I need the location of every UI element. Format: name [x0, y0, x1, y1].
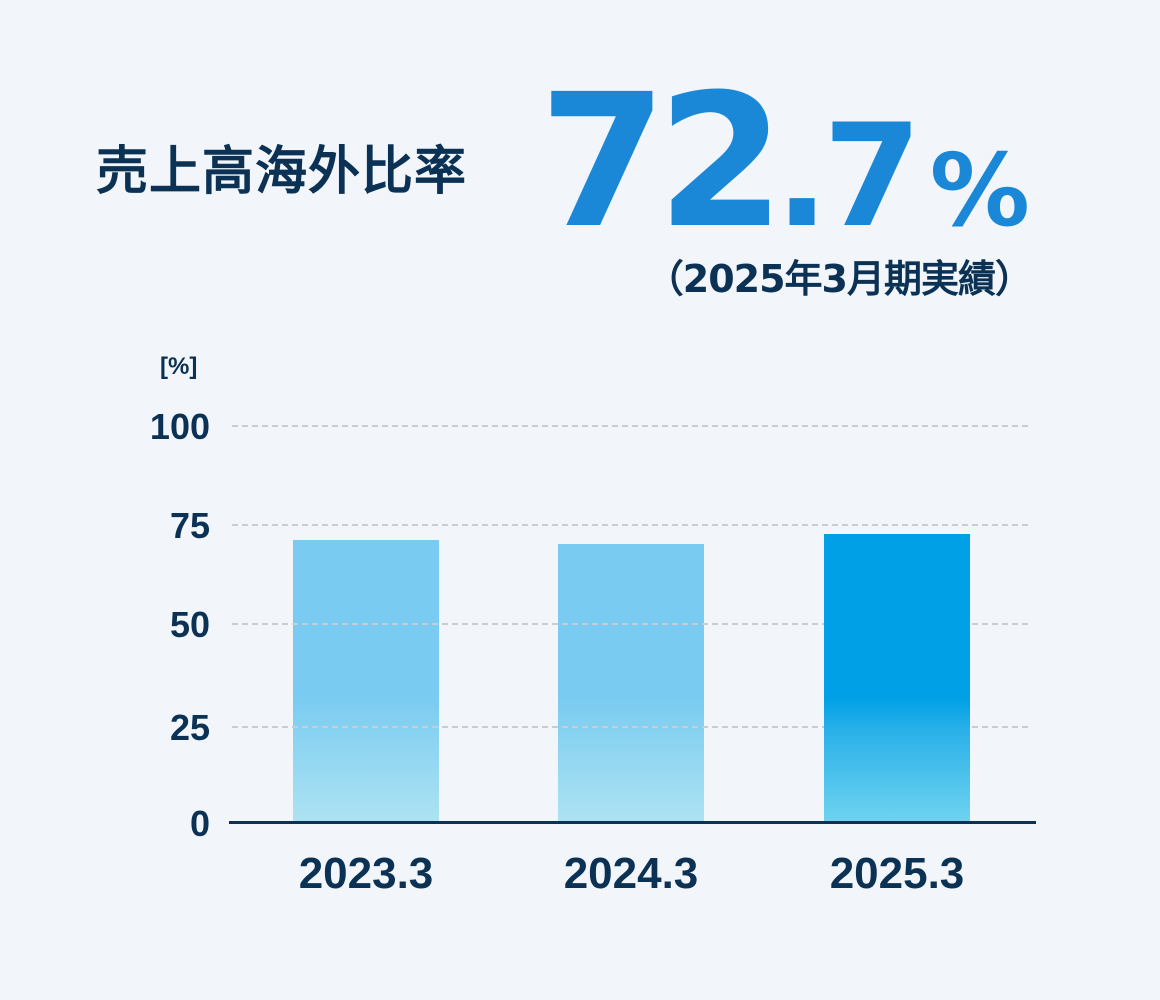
gridline-25 [232, 726, 1028, 728]
headline-value: 72 .7 % [539, 70, 1030, 254]
bar-2023-3 [293, 540, 439, 822]
gridline-75 [232, 524, 1028, 526]
y-axis-unit-label: [%] [160, 353, 198, 380]
headline-period-note: （2025年3月期実績） [645, 257, 1033, 301]
x-axis-baseline [229, 821, 1036, 824]
y-tick-0: 0 [189, 803, 210, 844]
headline-percent-unit: % [929, 132, 1030, 249]
gridline-100 [232, 425, 1028, 427]
headline-decimal: .7 [775, 94, 922, 259]
gridline-50 [232, 623, 1028, 625]
y-tick-50: 50 [169, 604, 210, 645]
y-tick-25: 25 [169, 707, 210, 748]
bar-2024-3 [558, 544, 704, 822]
chart-title: 売上高海外比率 [96, 142, 468, 202]
headline-integer: 72 [538, 55, 785, 269]
bar-2025-3 [824, 534, 970, 822]
y-tick-75: 75 [169, 505, 210, 546]
y-tick-100: 100 [149, 406, 210, 447]
x-tick-2025-3: 2025.3 [829, 849, 965, 898]
x-tick-2023-3: 2023.3 [298, 849, 434, 898]
x-tick-2024-3: 2024.3 [563, 849, 699, 898]
